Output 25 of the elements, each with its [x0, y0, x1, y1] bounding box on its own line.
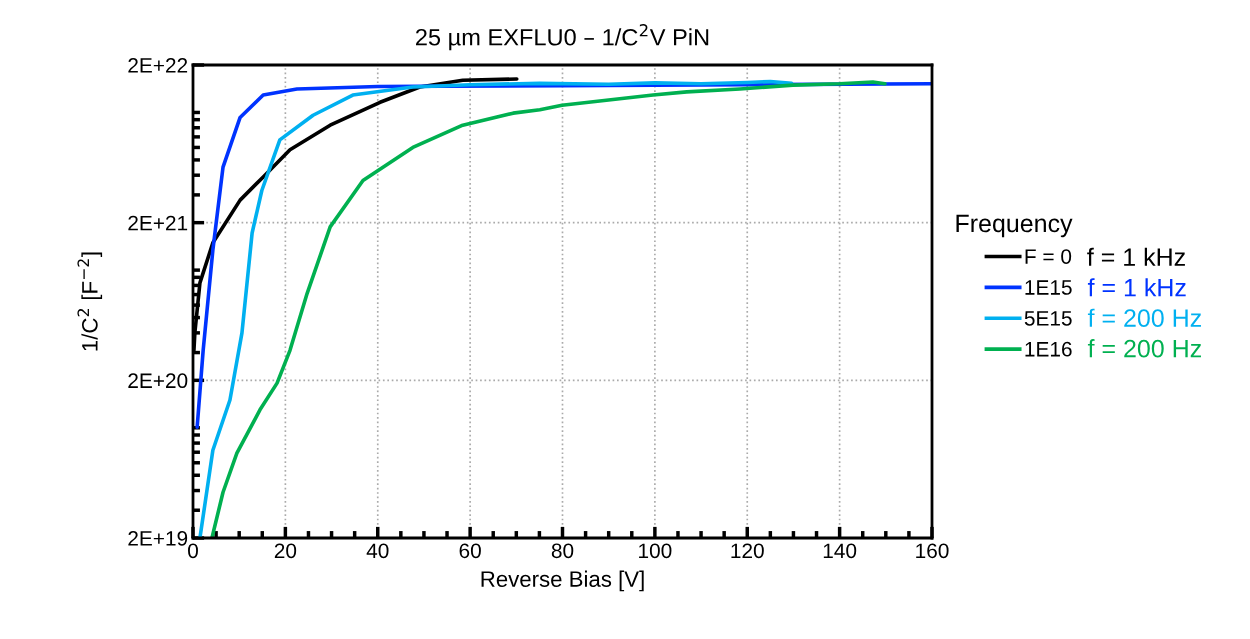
- chart-title: 25 µm EXFLU0 – 1/C$^{2}$V PiN: [416, 24, 709, 51]
- x-tick-label: 20: [274, 543, 297, 559]
- x-tick-label: 40: [366, 543, 389, 559]
- x-axis-title: Reverse Bias [V]: [481, 570, 644, 592]
- y-tick-label: 2E+22: [128, 58, 188, 73]
- x-tick-label: 140: [823, 543, 857, 559]
- legend-label: 1E16: [1025, 341, 1072, 357]
- x-tick-label: 160: [916, 543, 949, 559]
- x-tick-label: 0: [188, 543, 198, 559]
- legend-label: 1E15: [1025, 280, 1072, 295]
- y-tick-label: 2E+21: [128, 215, 188, 231]
- legend-label: 5E15: [1024, 311, 1072, 326]
- text: f = 1 kHz: [1087, 278, 1186, 297]
- x-tick-label: 60: [459, 543, 481, 559]
- legend-title: Frequency: [956, 214, 1073, 238]
- text: f = 200 Hz: [1087, 308, 1201, 327]
- y-tick-label: 2E+19: [128, 531, 188, 546]
- text: f = 200 Hz: [1087, 339, 1201, 358]
- text: f = 1 kHz: [1087, 247, 1185, 266]
- x-tick-label: 80: [551, 543, 574, 559]
- x-tick-label: 100: [639, 543, 672, 559]
- y-axis-title: 1/C$^{2}$ [F$^{−2}$]: [77, 252, 103, 351]
- y-tick-label: 2E+20: [128, 373, 188, 389]
- legend-label: F = 0: [1025, 249, 1072, 264]
- x-tick-label: 120: [731, 543, 764, 559]
